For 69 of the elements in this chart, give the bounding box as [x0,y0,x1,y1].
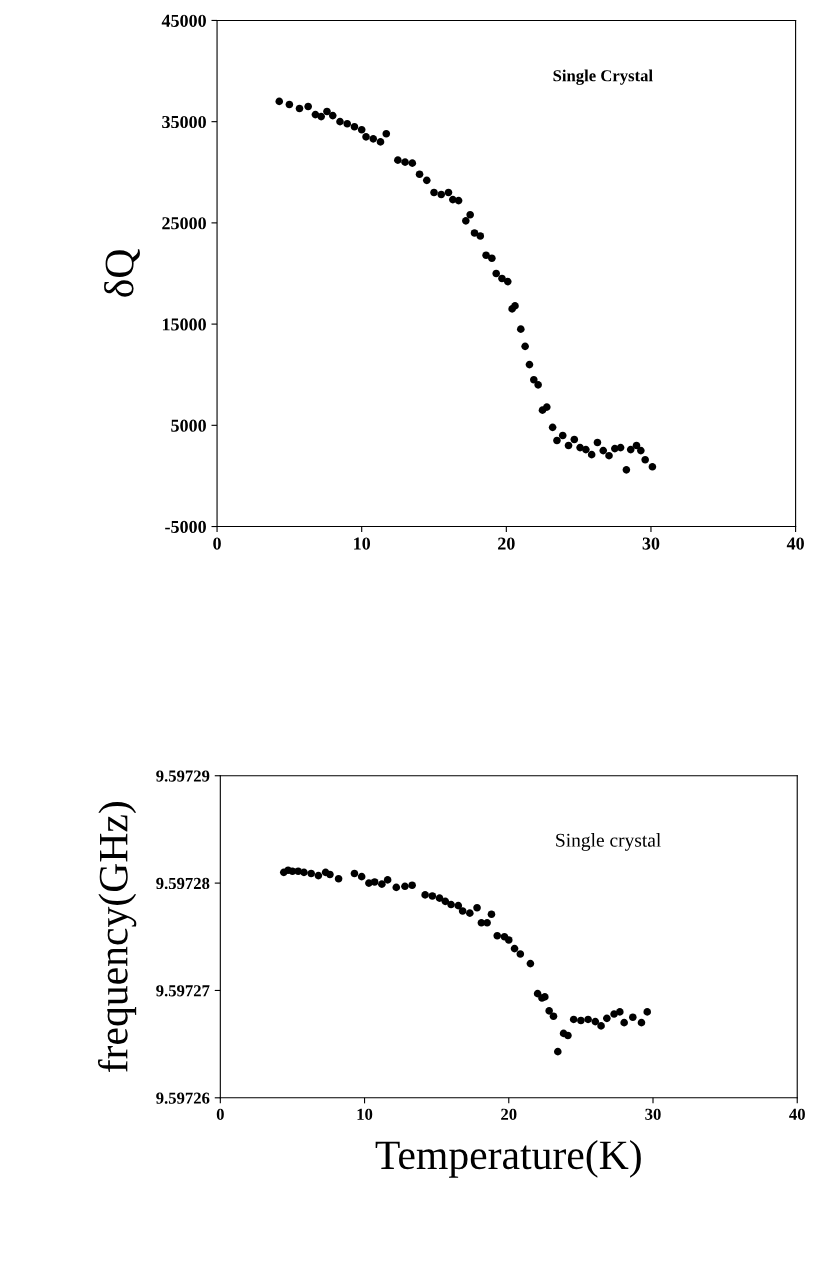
point [545,1007,553,1015]
y-tick-label: 45000 [161,14,206,27]
point [591,1017,600,1026]
x-tick-label: 30 [642,537,660,550]
annotation: Single Crystal [553,69,653,85]
point [504,936,513,944]
y-tick-label: 35000 [162,115,206,129]
x-axis-title: Temperature(K) [375,1140,641,1178]
point [493,931,502,940]
point [554,1047,562,1056]
point [466,909,474,917]
point [643,1008,652,1016]
y-tick-label: -5000 [165,520,206,533]
point [629,1013,637,1022]
point [637,1018,646,1027]
x-tick-label: 40 [789,1108,805,1120]
point [401,882,409,891]
y-tick-label: 9.59729 [156,770,210,782]
x-tick-label: 10 [354,537,371,550]
point [483,919,491,927]
y-axis-title: frequency(GHz) [97,802,137,1072]
point [620,1018,628,1027]
point [487,910,496,919]
point [408,881,416,890]
x-tick-label: 0 [216,1108,224,1120]
point [421,891,429,899]
point [569,1015,578,1024]
y-tick-label: 25000 [162,217,206,230]
point [300,868,308,877]
x-tick-label: 40 [786,537,804,550]
point [307,869,315,878]
point [584,1015,592,1024]
x-tick-label: 10 [357,1108,373,1120]
annotation: Single crystal [556,833,661,851]
x-tick-label: 20 [501,1108,517,1120]
point [428,892,437,900]
point [326,870,334,879]
point [549,1012,558,1021]
point [392,883,401,892]
point [441,897,450,906]
point [334,875,343,883]
point [435,894,444,902]
y-tick-label: 5000 [171,419,206,432]
point [357,872,366,881]
point [350,869,359,878]
point [603,1014,611,1023]
point [458,907,467,915]
point [597,1022,605,1030]
point [370,878,379,886]
point [577,1016,585,1025]
point [454,901,463,910]
point [510,944,519,953]
point [473,903,481,912]
point [564,1031,572,1040]
point [378,880,386,888]
point [616,1008,624,1016]
x-tick-label: 20 [498,537,515,550]
point [516,950,525,958]
point [447,900,455,909]
point [383,876,392,884]
y-axis-title: δQ [104,249,140,297]
point [526,959,535,968]
y-tick-label: 9.59726 [156,1092,210,1104]
point [314,871,323,880]
x-tick-label: 0 [213,537,221,550]
y-tick-label: 9.59728 [156,877,210,890]
x-tick-label: 30 [645,1108,661,1120]
y-tick-label: 15000 [162,318,206,331]
y-tick-label: 9.59727 [156,985,210,997]
